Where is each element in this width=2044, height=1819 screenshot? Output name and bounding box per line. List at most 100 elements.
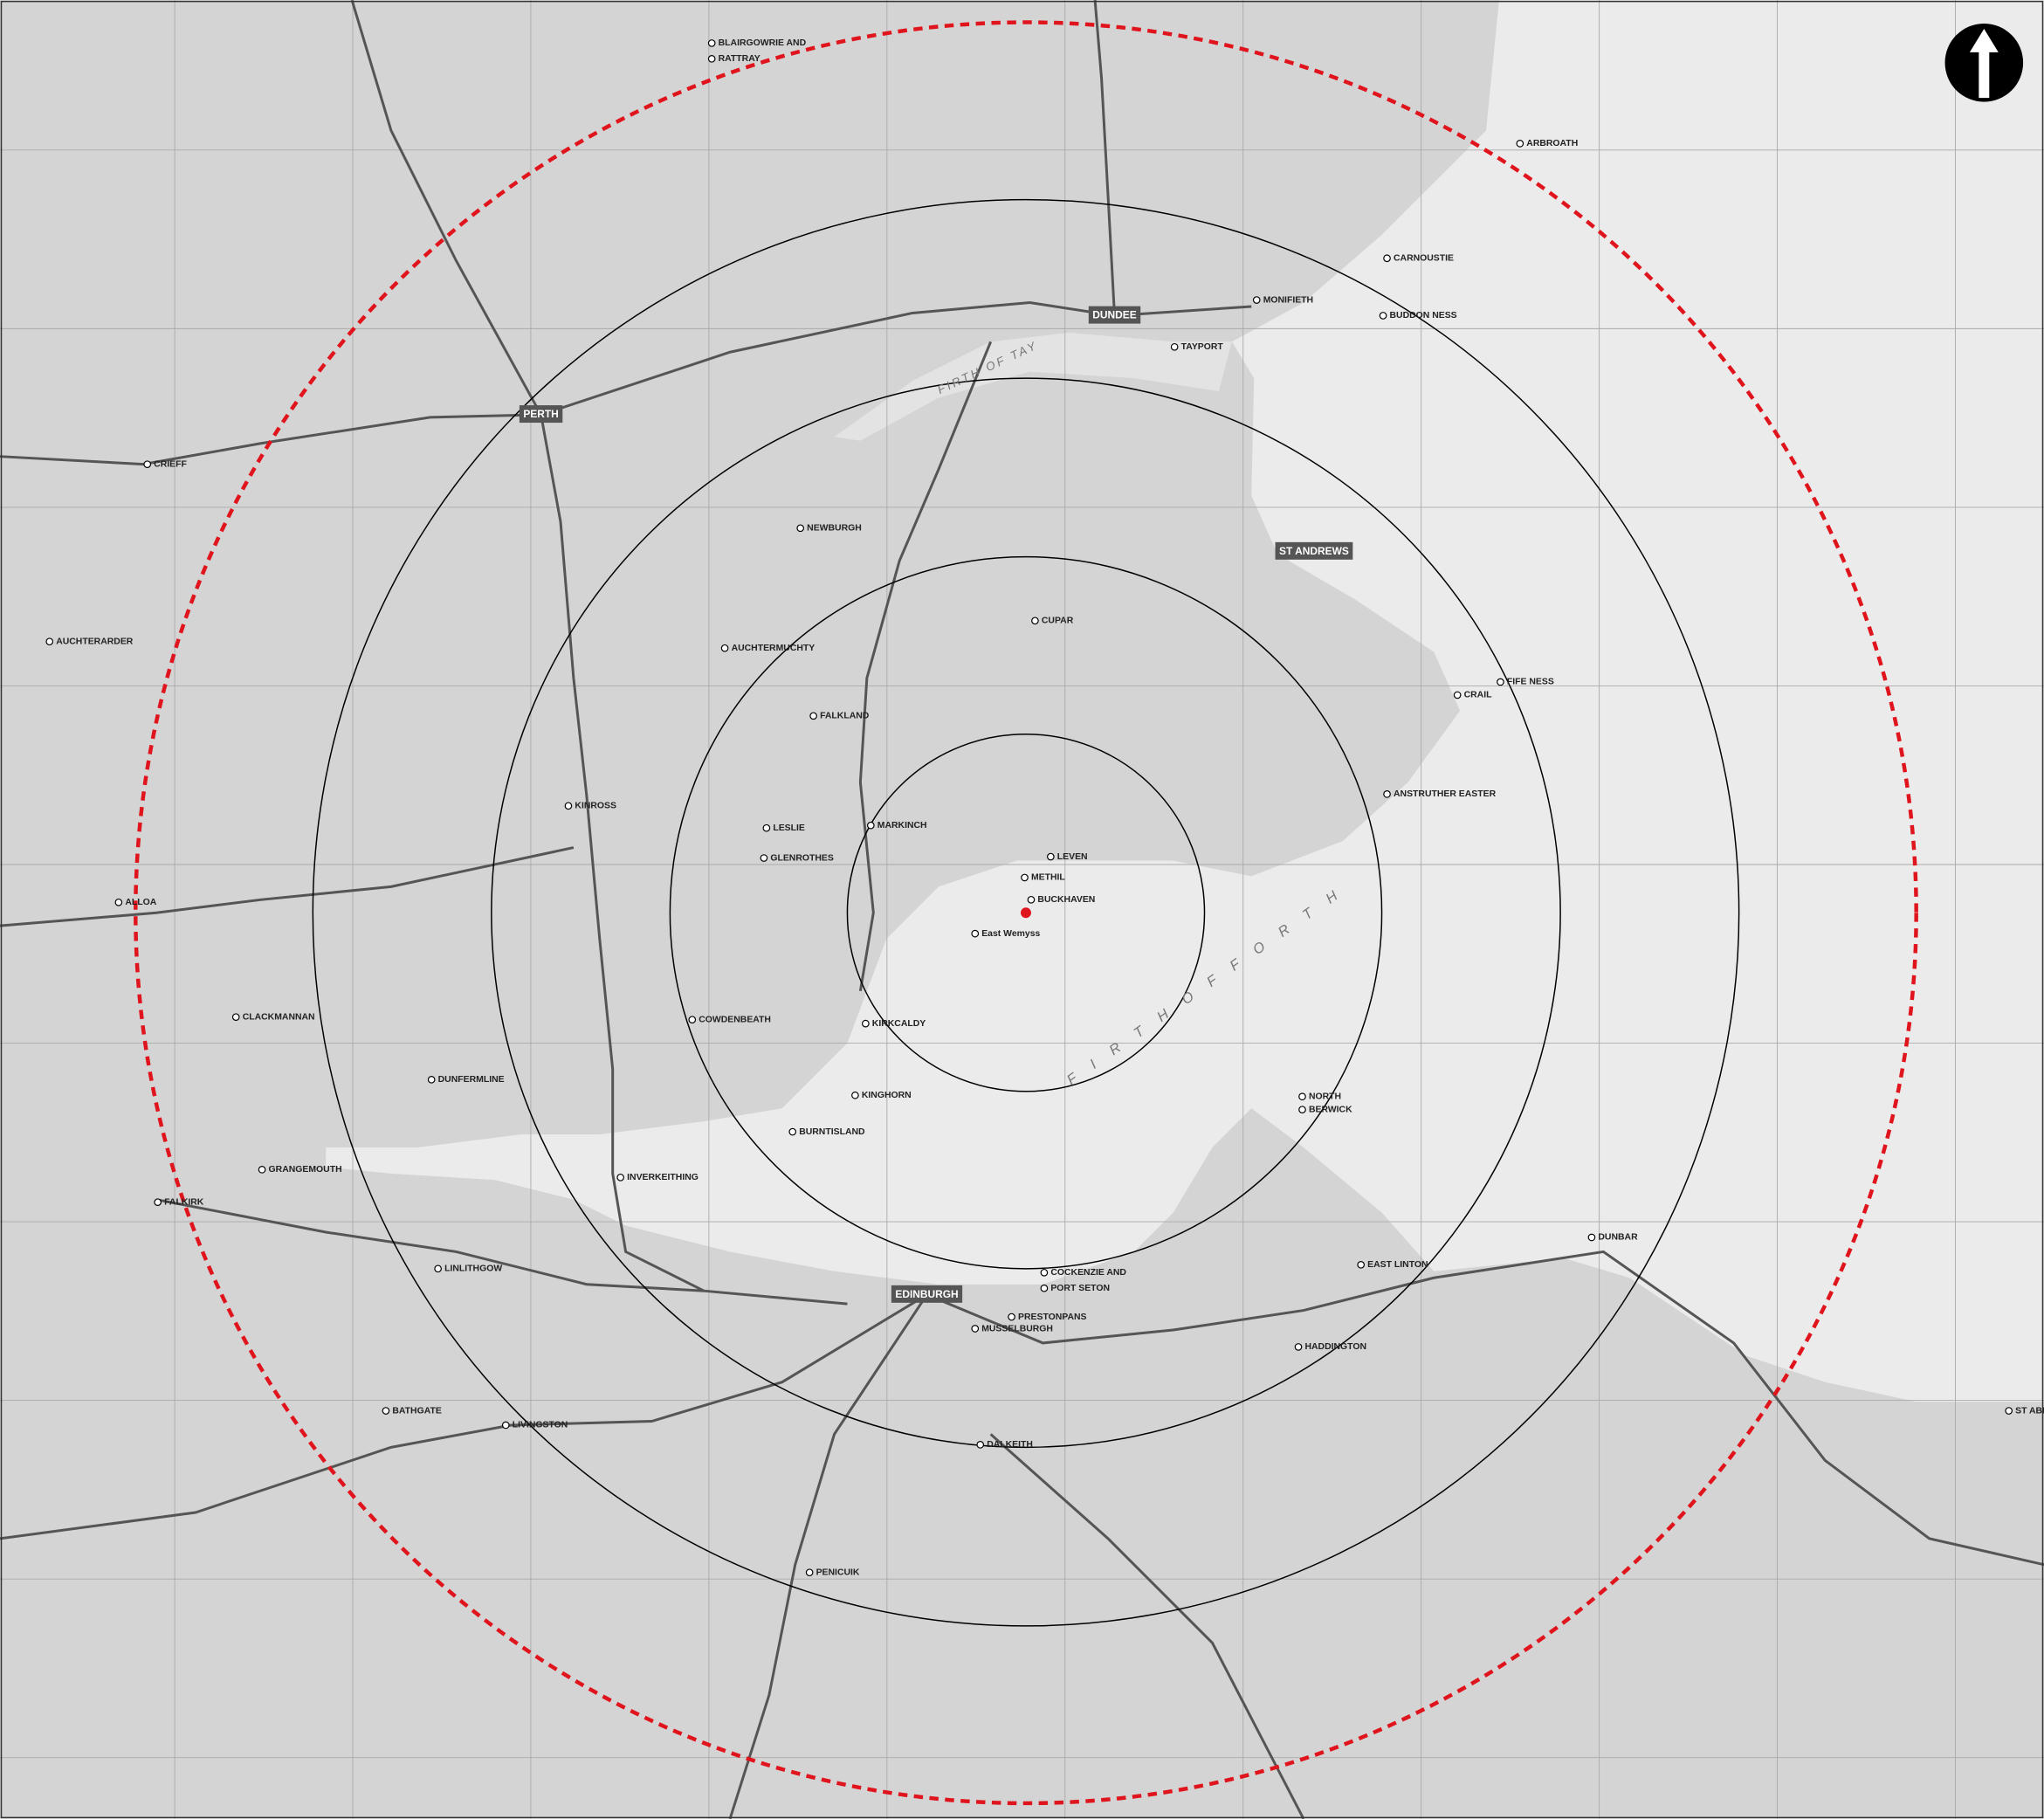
ring [669,555,1383,1270]
town-marker [1357,1261,1366,1269]
place-label: CUPAR [1042,617,1074,626]
place-label: FALKIRK [164,1197,204,1207]
place-label: DUNFERMLINE [438,1075,505,1085]
road [350,0,542,416]
town-marker [971,1325,980,1333]
place-label: COWDENBEATH [699,1015,771,1024]
town-marker [976,1441,985,1449]
ring [312,198,1740,1627]
place-label: RATTRAY [719,54,760,64]
town-marker [688,1016,697,1023]
town-marker [1021,873,1029,882]
place-label: LEVEN [1057,852,1088,862]
town-marker [862,1019,870,1028]
place-label: ANSTRUTHER EASTER [1394,789,1497,799]
town-marker [1040,1268,1049,1277]
place-label: EAST LINTON [1367,1260,1428,1270]
firth-of-tay [834,332,1232,441]
road [858,341,993,992]
place-label: PENICUIK [816,1568,860,1577]
place-label: GLENROTHES [770,853,834,863]
town-marker [434,1264,442,1273]
place-label: ST ABB'S HEAD [2015,1406,2044,1416]
town-marker [1040,1284,1049,1292]
road [989,1433,1305,1819]
sea [326,0,2044,1402]
town-marker [1008,1313,1015,1321]
town-marker [2005,1407,2013,1415]
place-label: LINLITHGOW [444,1264,502,1274]
road [1093,0,1116,316]
place-label: COCKENZIE AND [1050,1268,1126,1278]
town-marker [154,1198,162,1207]
town-marker [1298,1106,1306,1114]
town-marker [796,524,805,533]
town-marker [1252,296,1261,304]
place-label: LESLIE [773,823,805,833]
place-label: AUCHTERMUCHTY [732,644,816,653]
place-label: MONIFIETH [1263,295,1313,305]
town-marker [1294,1343,1303,1351]
town-marker [1383,790,1391,798]
town-marker [1516,140,1524,148]
site-marker [1021,907,1031,919]
place-label: FALKLAND [820,712,870,721]
town-marker [114,898,123,906]
town-marker [760,854,768,862]
town-marker [720,644,729,652]
road [0,413,541,466]
town-marker [231,1013,240,1022]
town-marker [564,802,573,810]
town-marker [788,1127,797,1136]
town-marker [1497,678,1504,686]
place-label: EDINBURGH [895,1288,958,1300]
town-marker [1027,895,1036,904]
place-label: KIRKCALDY [872,1019,926,1029]
place-label: KINGHORN [862,1091,912,1100]
town-marker [805,1568,814,1577]
label-box [891,1285,963,1303]
road [0,846,575,927]
town-marker [971,929,980,938]
place-label: BATHGATE [392,1406,441,1416]
place-label: PERTH [523,408,558,420]
town-marker [501,1421,510,1430]
place-label: BURNTISLAND [799,1127,865,1137]
town-marker [851,1091,859,1099]
outer-ring [134,20,1918,1806]
town-marker [1298,1092,1306,1101]
place-label: CLACKMANNAN [243,1012,315,1022]
road [155,1198,705,1292]
town-marker [866,821,875,830]
place-label: NORTH [1309,1092,1341,1102]
town-marker [762,823,771,832]
place-label: PORT SETON [1050,1284,1110,1293]
town-marker [1379,312,1387,320]
place-label: LIVINGSTON [513,1421,568,1430]
town-marker [1383,254,1391,263]
place-label: MARKINCH [877,821,927,830]
place-label: DUNBAR [1598,1233,1638,1243]
place-label: East Wemyss [981,929,1040,939]
town-marker [1170,342,1179,351]
town-marker [707,39,716,47]
place-label: ALLOA [125,898,156,907]
town-marker [707,54,716,63]
place-label: PRESTONPANS [1018,1313,1087,1322]
place-label: GRANGEMOUTH [269,1165,342,1175]
label-box [1275,541,1353,560]
town-marker [382,1407,390,1415]
road [540,414,848,1306]
label-box [1088,306,1141,324]
road [728,1293,928,1819]
town-marker [809,712,817,720]
north-arrow-shape [1969,28,1999,99]
place-label: DUNDEE [1092,309,1136,321]
ring [491,377,1561,1449]
ring [846,733,1206,1092]
road [0,1293,928,1540]
place-label: CRAIL [1464,691,1493,700]
